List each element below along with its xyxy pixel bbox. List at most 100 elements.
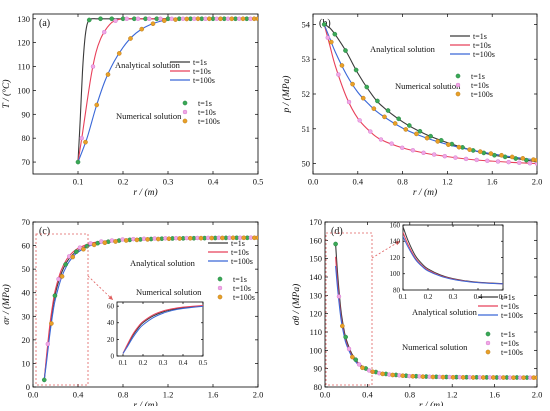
panel-b-marker-t10 xyxy=(495,159,501,164)
panel-c-marker-t100 xyxy=(145,237,150,242)
legend-num-label-t100: t=100s xyxy=(471,90,493,99)
inset-d-xtick-label: 0.4 xyxy=(474,293,483,301)
panel-b-marker-t10 xyxy=(325,35,330,40)
panel-b-xtick-label: 0.4 xyxy=(352,177,363,187)
panel-d-marker-t100 xyxy=(390,372,395,378)
panel-a-marker-t100 xyxy=(173,17,178,22)
panel-c-marker-t100 xyxy=(102,240,108,246)
inset-d-ytick-label: 120 xyxy=(390,254,401,262)
panel-a-marker-t1 xyxy=(131,16,137,22)
panel-a-marker-t10 xyxy=(203,16,208,21)
zoom-region-box-d xyxy=(325,232,373,386)
legend-marker-t10 xyxy=(217,285,223,291)
inset-d-ytick-label: 160 xyxy=(390,221,401,229)
legend-label-t100: t=100s xyxy=(231,257,253,266)
panel-a-xtick-label: 0.1 xyxy=(73,177,84,187)
y-axis-label-a: T / (°C) xyxy=(1,80,12,109)
legend-marker-t100 xyxy=(485,349,491,355)
inset-lines-d xyxy=(403,226,503,285)
panel-a-marker-t10 xyxy=(135,16,141,21)
zoom-arrow-d xyxy=(371,240,401,259)
panel-b-marker-t100 xyxy=(435,139,440,144)
x-axis-label-c: r / (m) xyxy=(133,400,157,406)
panel-b-marker-t100 xyxy=(520,156,526,161)
panel-b-xtick-label: 2.0 xyxy=(532,177,543,187)
panel-a-marker-t10 xyxy=(237,16,242,21)
panel-c-marker-t100 xyxy=(113,239,118,244)
panel-c-marker-t100 xyxy=(255,235,258,241)
panel-a-marker-t1 xyxy=(109,16,115,22)
panel-a-marker-t100 xyxy=(161,18,167,23)
panel-b-marker-t100 xyxy=(488,151,494,156)
panel-b-xtick-label: 1.2 xyxy=(442,177,453,187)
panel-c-ytick-label: 10 xyxy=(22,358,31,368)
panel-b-marker-t100 xyxy=(414,131,419,137)
panel-c-marker-t100 xyxy=(230,235,236,241)
panel-c-marker-t100 xyxy=(166,236,172,242)
panel-d-marker-t10 xyxy=(356,362,362,367)
panel-d-marker-t100 xyxy=(440,374,446,380)
panel-b-marker-t1 xyxy=(343,48,348,53)
panel-a-marker-t1 xyxy=(86,17,92,23)
panel-b-marker-t1 xyxy=(353,67,359,73)
panel-c-marker-t100 xyxy=(81,246,86,252)
panel-b-marker-t100 xyxy=(446,142,451,147)
legend-num-label-t100: t=100s xyxy=(198,117,220,126)
panel-b-marker-t100 xyxy=(424,135,430,141)
panel-b-marker-t1 xyxy=(428,133,433,139)
panel-a-xtick-label: 0.3 xyxy=(163,177,174,187)
panel-c-marker-t1 xyxy=(63,262,68,267)
panel-b-marker-t1 xyxy=(364,84,370,90)
legend-label-t1: t=1s xyxy=(473,32,487,41)
panel-a-marker-t100 xyxy=(150,21,156,27)
inset-d: 0.1 0.2 0.3 0.4 0.5 80 100 120 140 160 xyxy=(390,221,508,301)
panel-d-marker-t100 xyxy=(521,375,526,380)
legend-num-label-t10: t=10s xyxy=(233,284,251,293)
panel-b-marker-t10 xyxy=(346,99,352,105)
panel-c-marker-t100 xyxy=(209,235,214,241)
legend-num-label-t1: t=1s xyxy=(501,330,515,339)
panel-b-marker-t1 xyxy=(332,31,338,37)
panel-b-series-group xyxy=(321,22,537,166)
panel-a-xtick-label: 0.5 xyxy=(253,177,264,187)
panel-a-frame xyxy=(32,13,259,175)
panel-d-marker-t100 xyxy=(491,375,496,380)
panel-d-marker-t1 xyxy=(343,334,348,340)
panel-c-xtick-label: 1.2 xyxy=(163,390,174,400)
panel-a-marker-t100 xyxy=(83,139,88,145)
inset-c-xtick-label: 0.3 xyxy=(159,359,168,367)
inset-d-xtick-label: 0.5 xyxy=(499,293,508,301)
legend-marker-t1 xyxy=(455,73,461,79)
panel-label-c: (c) xyxy=(39,226,50,237)
panel-b-marker-t10 xyxy=(421,150,426,155)
analytical-solution-label: Analytical solution xyxy=(130,258,196,268)
inset-lines-c xyxy=(122,304,203,354)
legend-label-t10: t=10s xyxy=(501,302,519,311)
legend-label-t100: t=100s xyxy=(193,76,215,85)
panel-b-marker-t1 xyxy=(385,108,391,113)
panel-b-marker-t100 xyxy=(371,106,377,111)
panel-d-xtick-label: 0.8 xyxy=(404,390,415,400)
panel-d-ytick-label: 160 xyxy=(309,235,322,245)
legend-marker-t1 xyxy=(485,331,491,337)
panel-d-ytick-label: 80 xyxy=(314,382,323,392)
panel-d-marker-t100 xyxy=(380,371,385,377)
panel-d-marker-t10 xyxy=(336,294,342,299)
panel-a-marker-t10 xyxy=(124,16,129,21)
panel-b-marker-t10 xyxy=(527,161,533,166)
panel-a-marker-t10 xyxy=(225,16,231,21)
panel-c-ytick-label: 70 xyxy=(22,217,31,227)
inset-c: 0.1 0.2 0.3 0.4 0.5 0 20 40 60 xyxy=(107,301,208,367)
legend-marker-t100 xyxy=(455,91,461,97)
panel-d: 0.0 0.4 0.8 1.2 1.6 2.0 80 90 100 110 120 130 140 150… xyxy=(291,217,542,411)
panel-a-marker-t100 xyxy=(240,16,246,22)
panel-c-marker-t100 xyxy=(134,237,140,243)
zoom-arrowhead-c xyxy=(108,295,113,300)
panel-c-marker-t100 xyxy=(91,242,97,248)
panel-b-marker-t100 xyxy=(339,63,345,68)
inset-c-xtick-label: 0.1 xyxy=(119,359,128,367)
panel-d-marker-t100 xyxy=(470,375,476,380)
panel-b-marker-t10 xyxy=(485,158,490,163)
panel-a-marker-t100 xyxy=(94,102,100,108)
